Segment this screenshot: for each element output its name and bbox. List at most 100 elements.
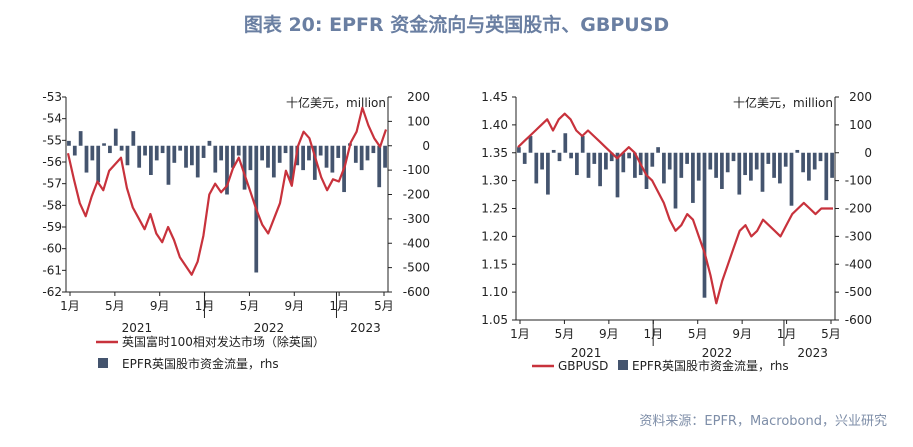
bar [754, 152, 759, 170]
bar [172, 145, 177, 163]
left-tick-label: -57 [42, 177, 62, 191]
bar [604, 152, 608, 170]
bar [621, 152, 626, 173]
right-tick-label: 100 [407, 114, 430, 128]
bar [592, 152, 597, 164]
bar [563, 133, 568, 153]
bar [812, 152, 817, 170]
x-tick-label: 5月 [374, 299, 394, 313]
right-tick-label: 0 [422, 139, 430, 153]
bar [84, 145, 89, 173]
bar [108, 145, 112, 154]
right-tick-label: -200 [403, 188, 430, 202]
bar [301, 145, 305, 171]
bar [789, 152, 794, 206]
bar [569, 152, 573, 159]
right-tick-label: 100 [849, 118, 872, 132]
x-tick-label: 5月 [821, 327, 841, 341]
unit-label: 十亿美元，million [286, 95, 386, 110]
bar [260, 145, 265, 161]
chart-1: -53 -54 -55 -56 -57 -58 -59 -60 -61 -62 200 100 0 -10… [42, 90, 430, 371]
bar [691, 152, 695, 203]
legend-label: GBPUSD [558, 359, 608, 373]
bar [737, 152, 742, 195]
bar [119, 145, 124, 151]
bar [725, 152, 730, 173]
bar [667, 152, 672, 170]
bar [534, 152, 539, 184]
left-tick-label: -58 [42, 198, 62, 212]
bar [383, 145, 387, 168]
bar [778, 152, 782, 184]
bar [743, 152, 747, 176]
bar [336, 145, 341, 158]
bar [702, 152, 707, 298]
bar [242, 145, 247, 190]
year-label: 2023 [350, 321, 381, 335]
year-label: 2021 [122, 321, 153, 335]
bar [131, 131, 136, 146]
bar [807, 152, 811, 181]
right-tick-label: -500 [845, 285, 872, 299]
x-tick-label: 9月 [599, 327, 619, 341]
right-tick-label: 200 [849, 90, 872, 104]
bar [708, 152, 713, 170]
bar [673, 152, 678, 209]
x-tick-label: 9月 [284, 299, 304, 313]
bar [166, 145, 171, 185]
year-label: 2022 [702, 346, 733, 360]
legend-label: 英国富时100相对发达市场（除英国） [122, 334, 325, 349]
bar [230, 145, 235, 168]
bar [143, 145, 147, 156]
right-tick-label: -200 [845, 202, 872, 216]
bar [330, 145, 335, 173]
year-label: 2022 [254, 321, 285, 335]
bar [528, 136, 533, 153]
right-tick-label: -100 [403, 163, 430, 177]
left-tick-label: 1.35 [481, 146, 508, 160]
left-tick-label: -61 [42, 263, 62, 277]
x-tick-label: 5月 [240, 299, 260, 313]
year-label: 2023 [797, 346, 828, 360]
page-title: 图表 20: EPFR 资金流向与英国股市、GBPUSD [243, 14, 670, 36]
bar [271, 145, 276, 178]
bar [633, 152, 637, 178]
bar [650, 152, 655, 167]
bar [318, 145, 323, 156]
legend-bar-swatch [98, 358, 108, 368]
x-tick-label: 1月 [777, 327, 797, 341]
bar [219, 145, 224, 161]
x-tick-label: 9月 [732, 327, 752, 341]
bar [353, 145, 358, 163]
bar [731, 152, 736, 162]
bar [795, 149, 800, 153]
bar [783, 152, 788, 167]
left-tick-label: 1.45 [481, 90, 508, 104]
bar [160, 145, 165, 154]
bar [207, 140, 212, 146]
right-tick-label: 0 [864, 146, 872, 160]
bar [540, 152, 544, 170]
bar [824, 152, 829, 201]
x-tick-label: 9月 [150, 299, 170, 313]
bar [72, 145, 77, 156]
right-tick-label: -400 [845, 257, 872, 271]
bar [662, 152, 666, 184]
left-tick-label: -60 [42, 242, 62, 256]
bar [609, 152, 614, 162]
bar [277, 145, 282, 163]
legend-label: EPFR英国股市资金流量，rhs [122, 356, 279, 371]
bar [113, 128, 118, 146]
bar [551, 149, 556, 153]
bar [67, 140, 71, 146]
right-tick-label: -500 [403, 261, 430, 275]
left-tick-label: -59 [42, 220, 62, 234]
right-tick-label: -100 [845, 174, 872, 188]
bar [714, 152, 718, 178]
chart-2: 1.45 1.40 1.35 1.30 1.25 1.20 1.15 1.10 1.05 200 1… [481, 90, 872, 373]
bar [236, 145, 241, 156]
bar [522, 152, 527, 164]
left-tick-label: -53 [42, 90, 62, 104]
bar [679, 152, 684, 178]
left-tick-label: 1.05 [481, 313, 508, 327]
